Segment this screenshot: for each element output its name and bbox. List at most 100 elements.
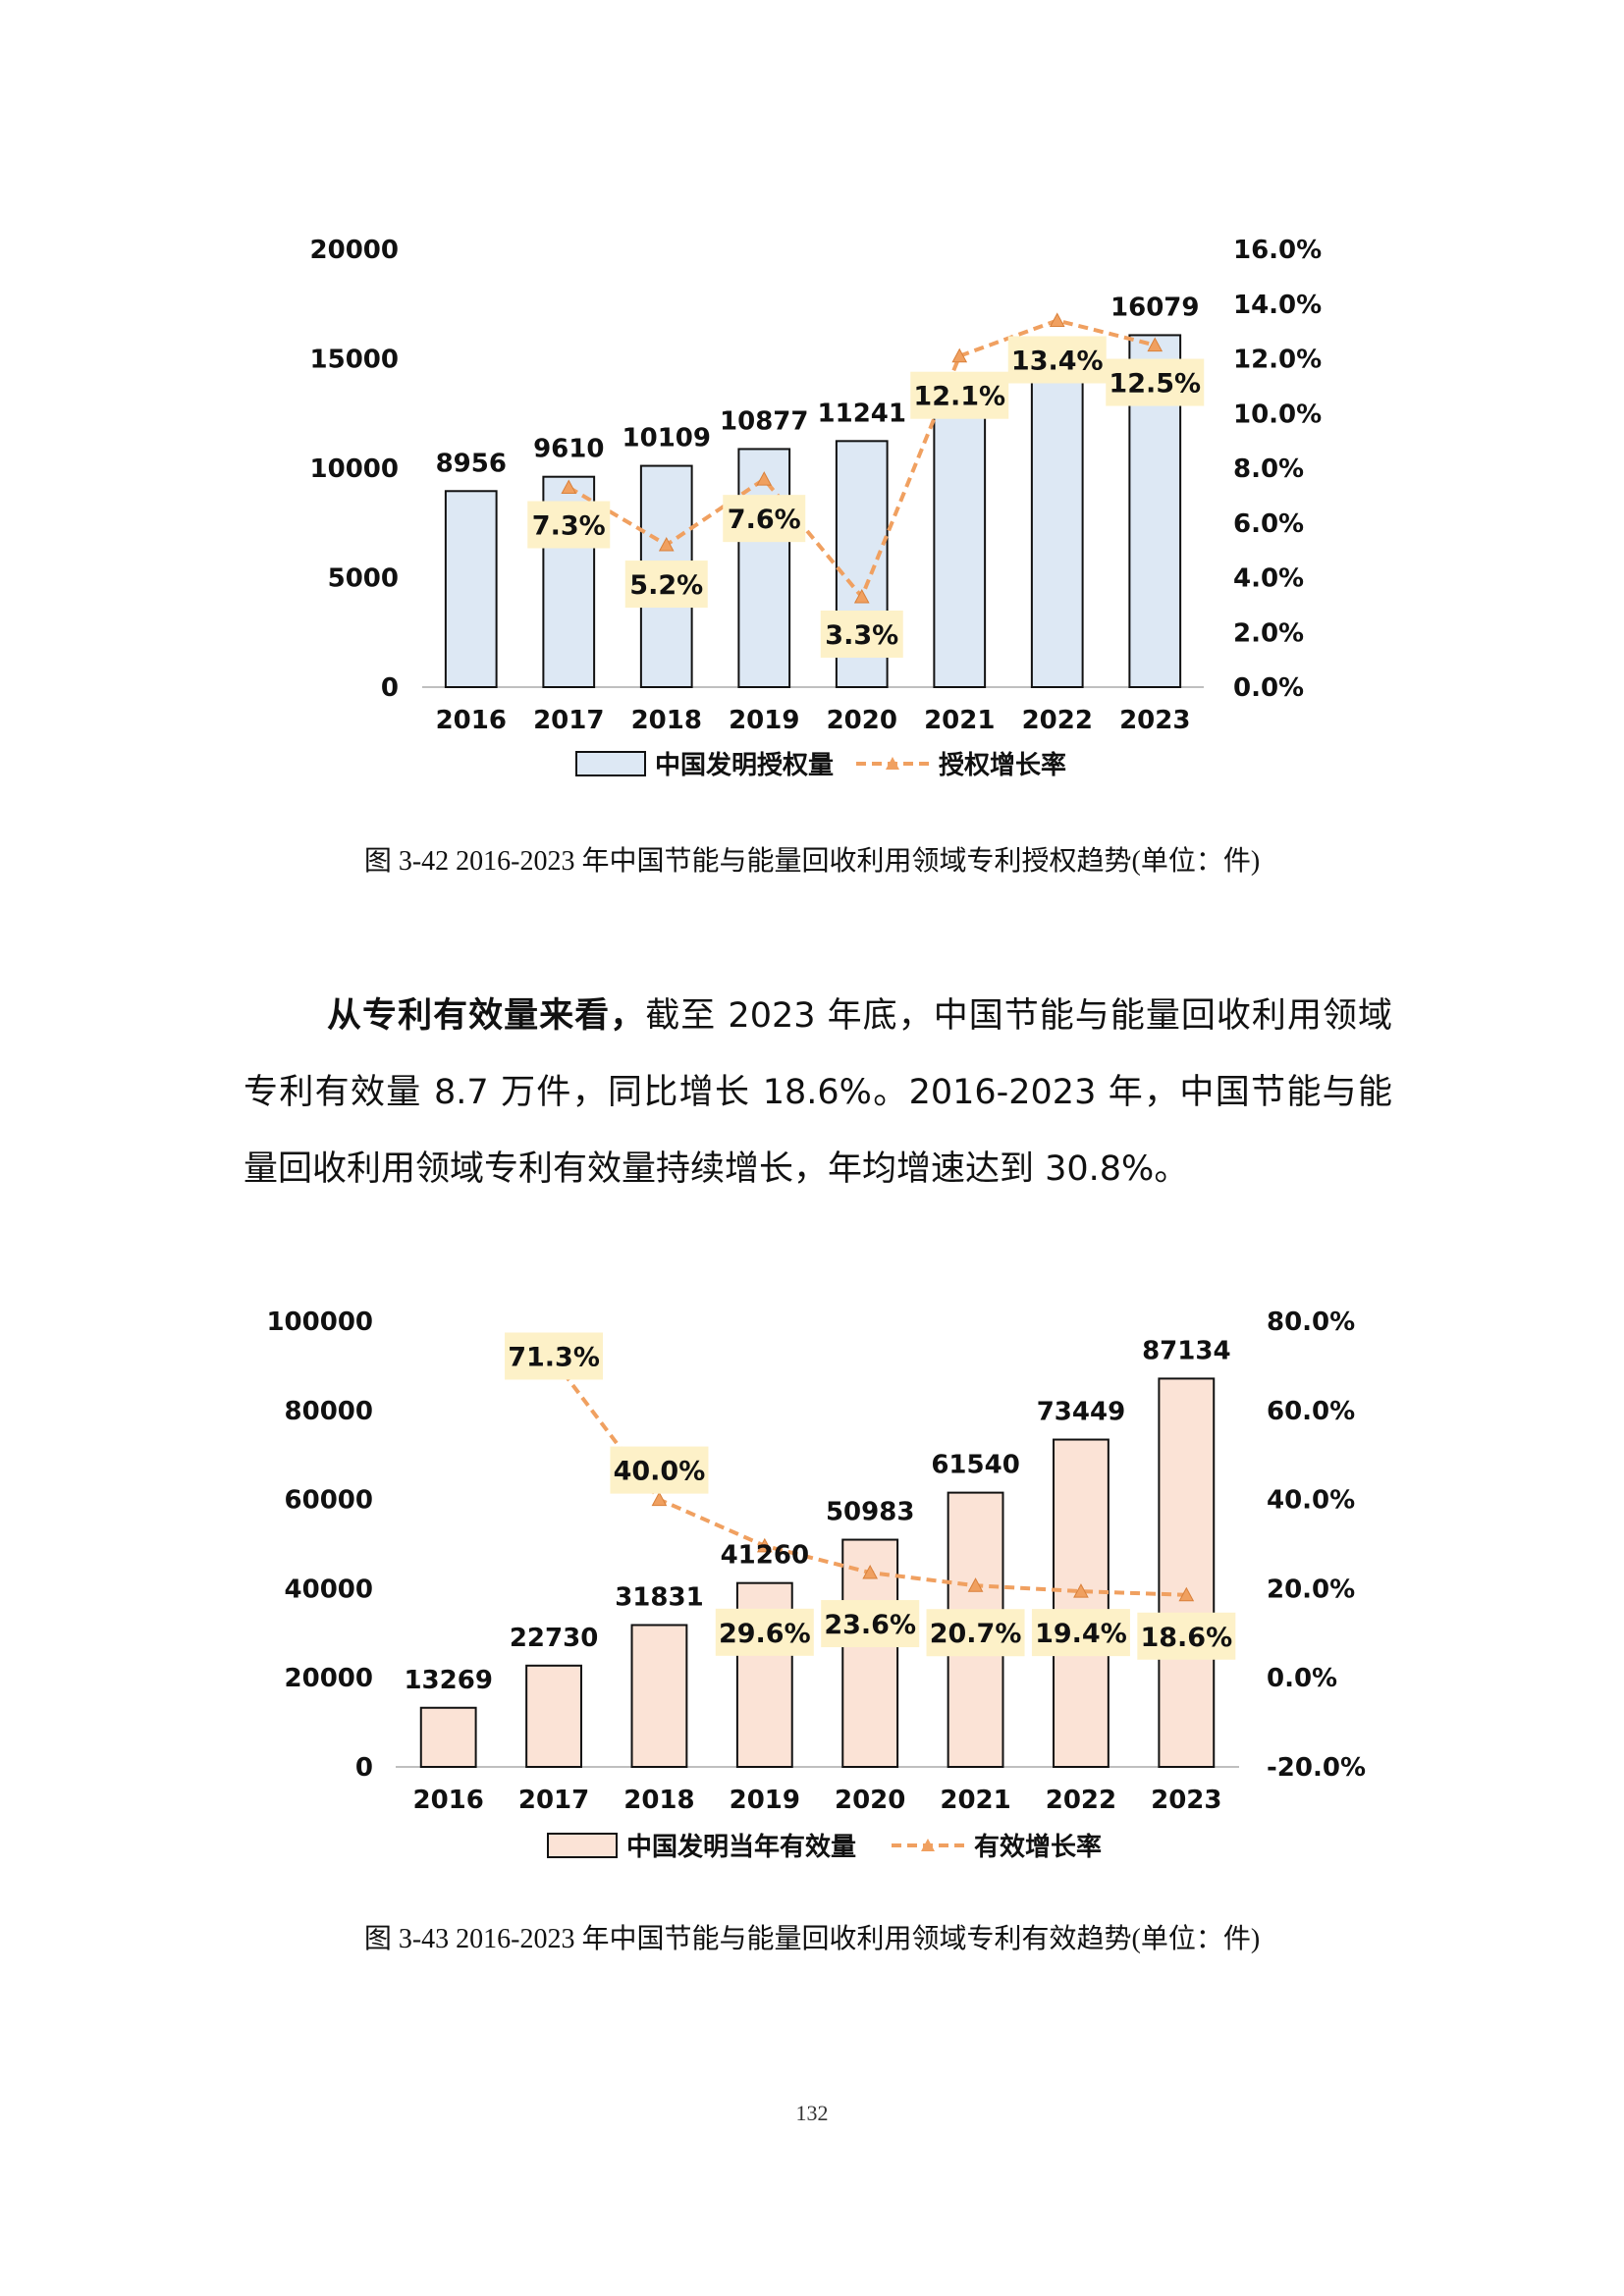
bar-value-label: 87134 (1142, 1336, 1230, 1365)
rate-value-label: 12.5% (1109, 369, 1201, 400)
bar-value-label: 9610 (533, 435, 604, 464)
bar-value-label: 73449 (1037, 1398, 1125, 1427)
legend-line-marker (921, 1839, 935, 1851)
bar-value-label: 61540 (931, 1451, 1019, 1480)
body-paragraph: 从专利有效量来看，截至 2023 年底，中国节能与能量回收利用领域专利有效量 8… (244, 978, 1392, 1207)
rate-value-label: 12.1% (913, 382, 1005, 412)
rate-label-box (1031, 1609, 1130, 1657)
growth-rate-marker (1049, 312, 1065, 327)
page-number: 132 (795, 2101, 829, 2125)
x-tick-label: 2018 (623, 1786, 694, 1815)
rate-label-box (610, 1446, 709, 1494)
y-left-tick-label: 20000 (310, 236, 399, 265)
figure-caption-3-43: 图 3-43 2016-2023 年中国节能与能量回收利用领域专利有效趋势(单位… (363, 1924, 1261, 1954)
growth-rate-marker (561, 479, 577, 495)
y-left-tick-label: 0 (355, 1753, 373, 1783)
bar-value-label: 13269 (404, 1666, 492, 1695)
paragraph-body: 截至 2023 年底，中国节能与能量回收利用领域专利有效量 8.7 万件，同比增… (244, 996, 1392, 1189)
x-tick-label: 2021 (940, 1786, 1010, 1815)
y-right-tick-label: 14.0% (1233, 291, 1322, 320)
rate-label-box (723, 495, 806, 543)
bar-value-label: 22730 (510, 1624, 598, 1653)
x-tick-label: 2016 (436, 706, 507, 735)
growth-rate-marker (1073, 1583, 1089, 1598)
y-right-tick-label: 12.0% (1233, 346, 1322, 375)
y-right-tick-label: 20.0% (1267, 1575, 1355, 1604)
rate-value-label: 18.6% (1140, 1623, 1232, 1653)
bar (1158, 1377, 1216, 1768)
y-right-tick-label: 4.0% (1233, 564, 1304, 594)
x-tick-label: 2019 (729, 706, 799, 735)
x-tick-label: 2017 (533, 706, 604, 735)
growth-rate-marker (1178, 1586, 1195, 1602)
y-right-tick-label: 0.0% (1267, 1664, 1337, 1693)
legend-bar-swatch (547, 1833, 618, 1858)
growth-rate-marker (967, 1577, 984, 1592)
chart-patent-grants: 0 5000 10000 15000 20000 0.0% 2.0% 4.0% 6.0% 8.0%… (310, 236, 1323, 780)
x-tick-label: 2017 (518, 1786, 589, 1815)
y-left-tick-label: 60000 (285, 1486, 373, 1516)
bar-value-label: 10877 (720, 406, 808, 436)
growth-rate-marker (756, 1537, 773, 1553)
bar (444, 490, 498, 688)
bar (933, 410, 987, 688)
chart-patent-valid: 0 20000 40000 60000 80000 100000 -20.0% 0.0% 20.… (266, 1308, 1366, 1862)
rate-label-box (821, 1600, 920, 1648)
y-left-tick-label: 100000 (266, 1308, 373, 1337)
x-tick-label: 2023 (1151, 1786, 1221, 1815)
y-right-tick-label: 80.0% (1267, 1308, 1355, 1337)
legend-line-label: 授权增长率 (939, 750, 1066, 780)
x-tick-label: 2022 (1022, 706, 1093, 735)
legend-bar-label: 中国发明授权量 (655, 750, 834, 780)
bar (1053, 1438, 1110, 1768)
growth-rate-marker (756, 471, 773, 486)
bar-value-label: 31831 (615, 1582, 703, 1612)
y-right-tick-label: 60.0% (1267, 1397, 1355, 1426)
rate-label-box (1137, 1612, 1236, 1660)
rate-value-label: 29.6% (719, 1619, 811, 1649)
x-tick-label: 2021 (924, 706, 995, 735)
rate-value-label: 13.4% (1011, 346, 1104, 376)
figure-caption-3-42: 图 3-42 2016-2023 年中国节能与能量回收利用领域专利授权趋势(单位… (363, 846, 1261, 877)
bar (525, 1664, 582, 1768)
legend-bar-label: 中国发明当年有效量 (626, 1832, 856, 1862)
legend-line-label: 有效增长率 (974, 1832, 1102, 1862)
y-right-tick-label: 16.0% (1233, 236, 1322, 265)
rate-value-label: 3.3% (825, 620, 898, 651)
paragraph-lead: 从专利有效量来看， (326, 996, 646, 1036)
y-left-tick-label: 20000 (285, 1664, 373, 1693)
rate-value-label: 7.3% (532, 511, 606, 542)
rate-label-box (820, 611, 903, 659)
growth-rate-marker (658, 536, 675, 552)
rate-value-label: 7.6% (728, 505, 801, 535)
y-left-tick-label: 15000 (310, 346, 399, 375)
y-left-tick-label: 10000 (310, 454, 399, 484)
rate-label-box (910, 371, 1009, 419)
bar-value-label: 11241 (818, 399, 906, 428)
legend-bar-swatch (575, 751, 646, 776)
legend-line-marker (886, 757, 899, 770)
rate-label-box (926, 1609, 1025, 1657)
y-right-tick-label: 2.0% (1233, 618, 1304, 648)
rate-label-box (505, 1332, 604, 1380)
rate-value-label: 40.0% (614, 1457, 706, 1487)
rate-value-label: 19.4% (1035, 1619, 1127, 1649)
rate-label-box (1106, 358, 1205, 406)
bar-value-label: 8956 (436, 449, 507, 478)
rate-value-label: 20.7% (930, 1619, 1022, 1649)
x-tick-label: 2022 (1046, 1786, 1116, 1815)
y-right-tick-label: 6.0% (1233, 509, 1304, 539)
y-right-tick-label: -20.0% (1267, 1753, 1366, 1783)
bar-value-label: 16079 (1110, 293, 1199, 322)
y-right-tick-label: 10.0% (1233, 400, 1322, 429)
x-tick-label: 2020 (835, 1786, 905, 1815)
x-tick-label: 2018 (631, 706, 702, 735)
growth-rate-marker (1147, 337, 1164, 352)
bar (630, 1624, 688, 1769)
y-left-tick-label: 0 (381, 673, 399, 703)
rate-label-box (624, 561, 708, 609)
y-left-tick-label: 80000 (285, 1397, 373, 1426)
rate-label-box (1007, 336, 1107, 384)
y-right-tick-label: 8.0% (1233, 454, 1304, 484)
growth-rate-marker (853, 588, 870, 604)
